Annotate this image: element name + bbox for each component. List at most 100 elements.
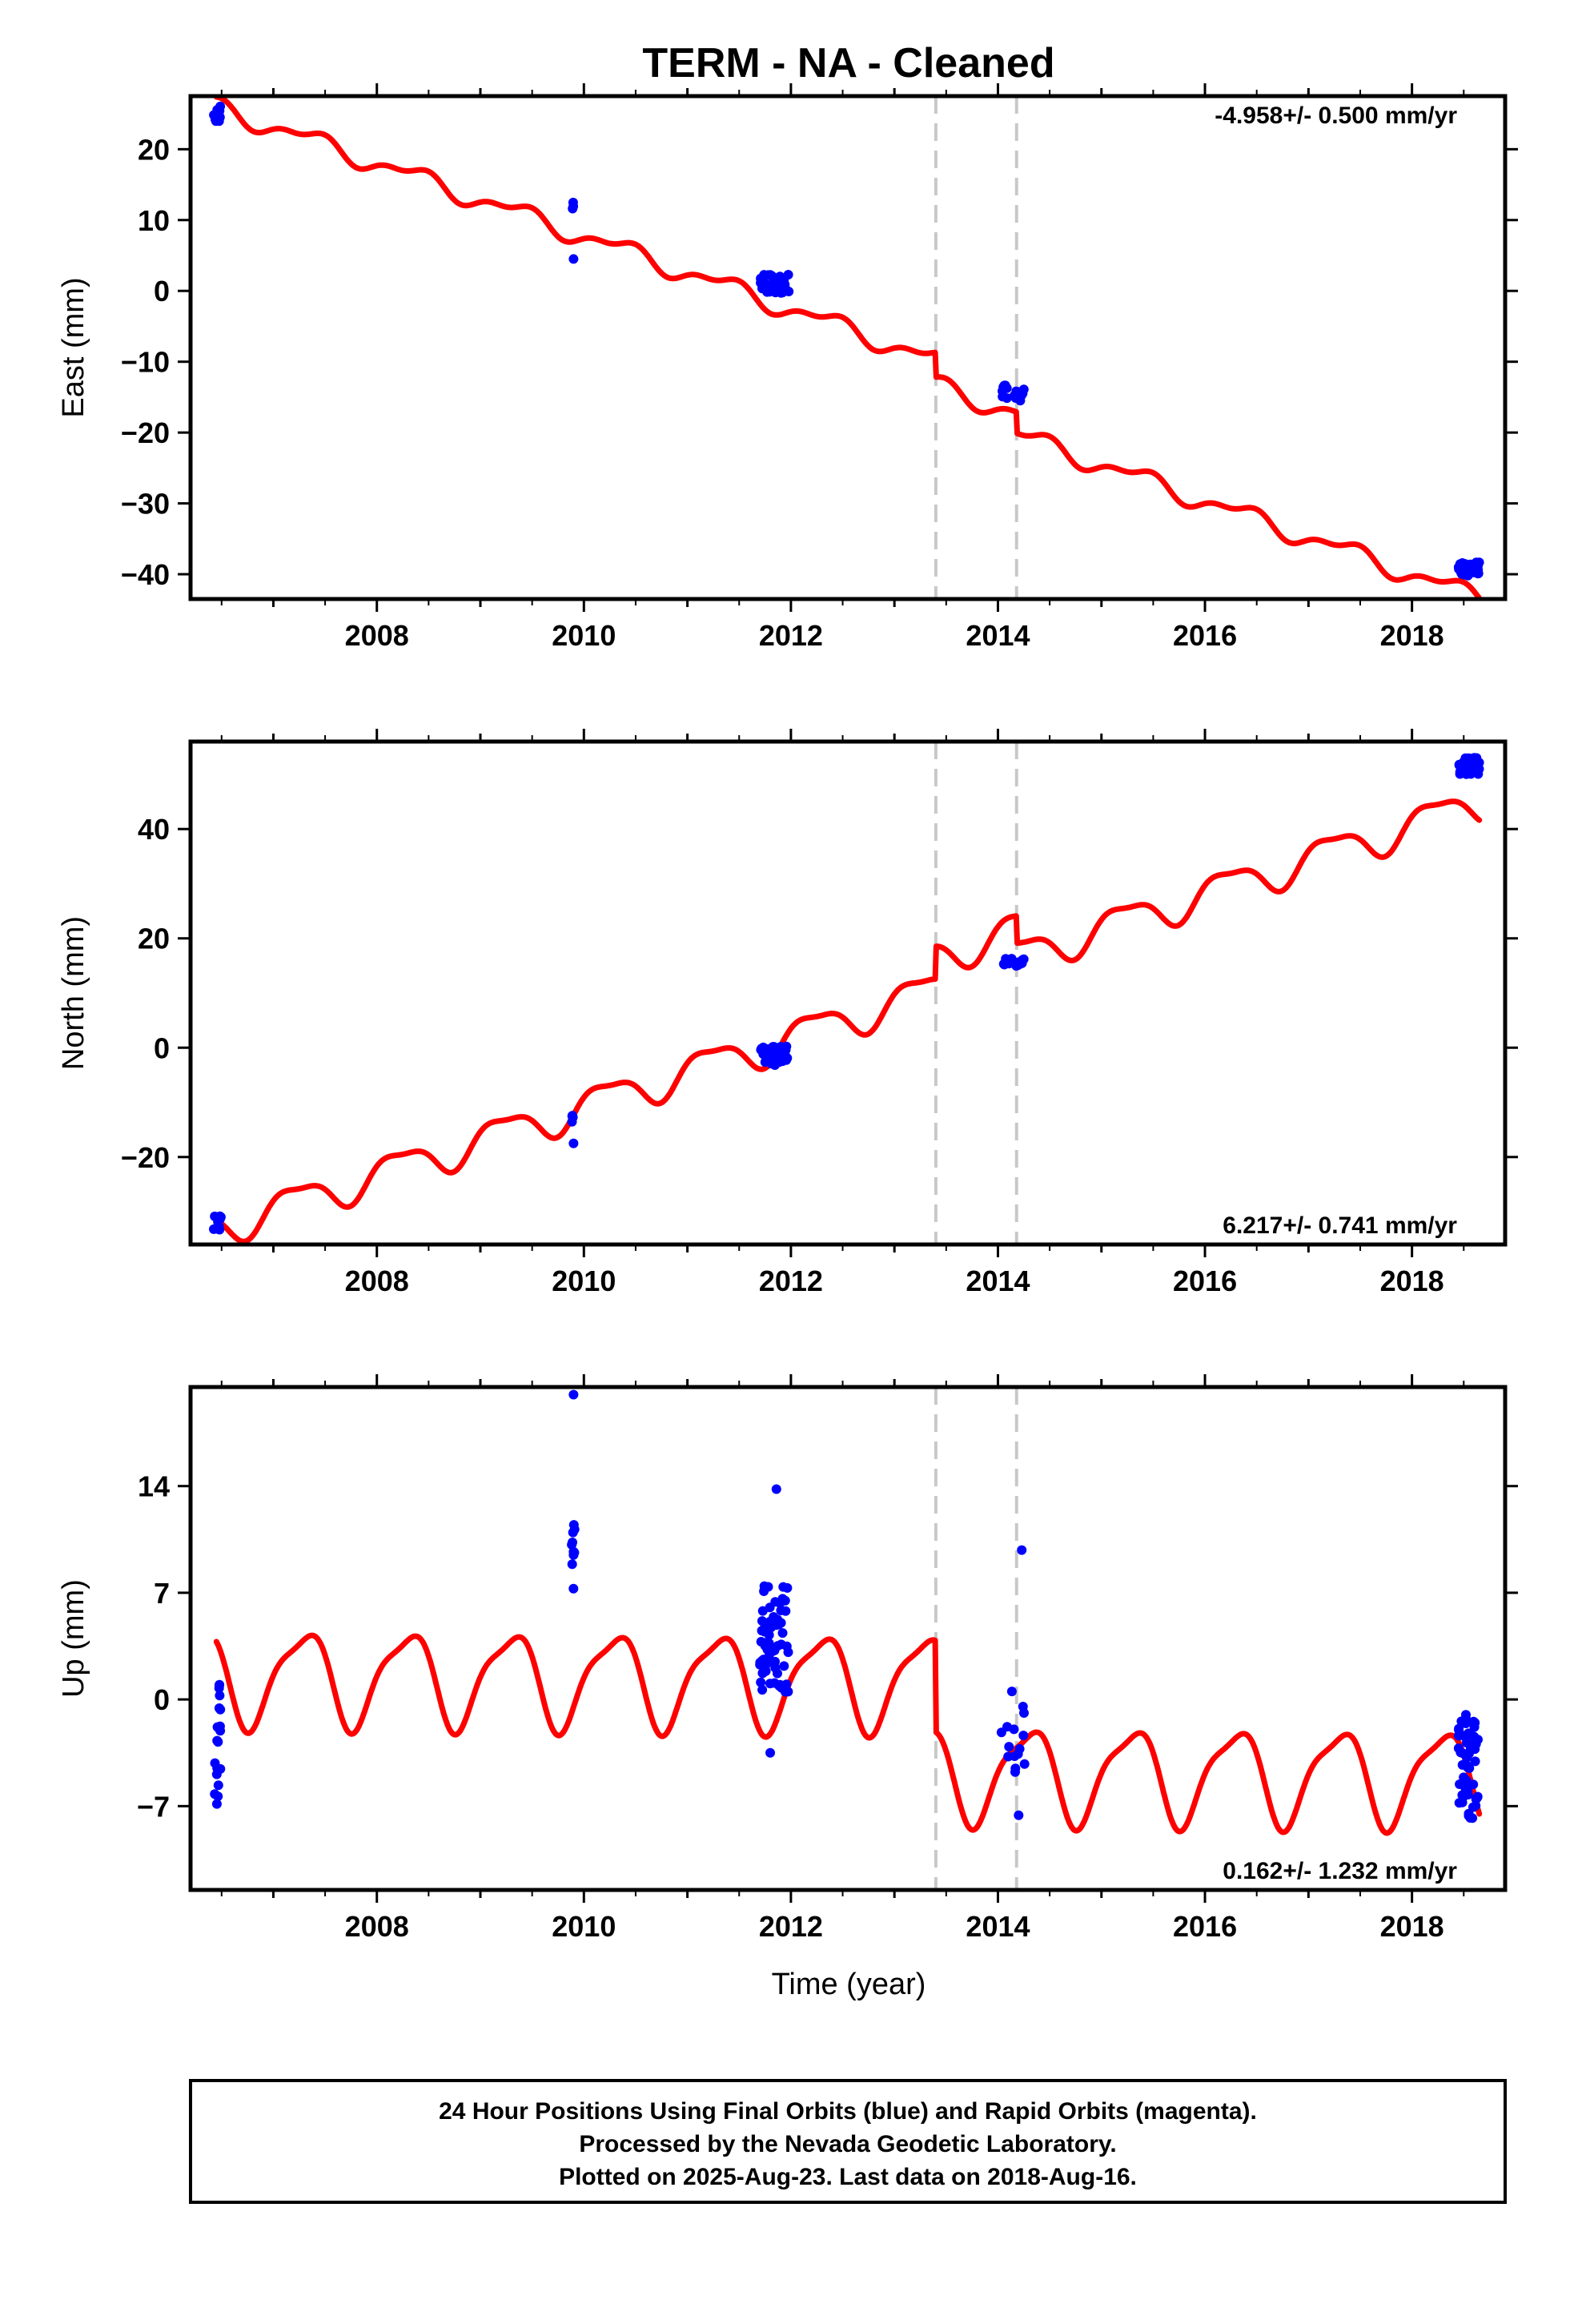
up-data-point (779, 1661, 789, 1671)
chart-title: TERM - NA - Cleaned (642, 40, 1054, 86)
up-data-point (757, 1606, 768, 1616)
up-data-point (1468, 1716, 1479, 1727)
up-data-point (781, 1679, 792, 1690)
up-data-point (1464, 1748, 1474, 1759)
north-data-point (1013, 957, 1023, 967)
up-data-point (210, 1789, 220, 1799)
north-y-axis-label: North (mm) (57, 916, 90, 1070)
north-data-point (568, 1138, 579, 1148)
east-plot-area (191, 96, 1505, 599)
up-x-tick-label: 2014 (966, 1910, 1030, 1943)
up-data-point (212, 1735, 223, 1746)
up-data-point (567, 1559, 577, 1570)
east-frame (188, 94, 1508, 601)
up-data-point (215, 1704, 226, 1715)
up-data-point (1006, 1687, 1017, 1697)
up-data-point (765, 1649, 775, 1659)
up-data-point (776, 1639, 786, 1650)
east-y-tick-label: 20 (138, 133, 170, 166)
north-x-tick-label: 2010 (552, 1265, 616, 1297)
up-rate-label: 0.162+/- 1.232 mm/yr (1223, 1858, 1457, 1884)
east-model-line (213, 94, 1483, 601)
up-y-tick-label: 14 (138, 1470, 170, 1503)
north-model-line (213, 798, 1483, 1244)
up-model-line (213, 1632, 1483, 1836)
up-data-point (1468, 1813, 1478, 1823)
north-frame (188, 739, 1508, 1247)
up-data-point (211, 1799, 222, 1809)
north-x-tick-label: 2018 (1380, 1265, 1444, 1297)
north-x-tick-label: 2008 (345, 1265, 409, 1297)
up-data-point (761, 1666, 771, 1676)
footer-box: 24 Hour Positions Using Final Orbits (bl… (189, 2079, 1507, 2204)
up-data-point (780, 1595, 790, 1606)
east-y-tick-label: −20 (121, 416, 170, 449)
up-data-point (215, 1691, 225, 1701)
up-y-tick-label: −7 (137, 1790, 170, 1823)
up-data-point (781, 1606, 791, 1616)
up-data-point (568, 1546, 579, 1557)
up-data-point (1004, 1742, 1014, 1752)
north-data-point (767, 1044, 777, 1055)
up-data-point (996, 1727, 1006, 1738)
east-data-point (1473, 569, 1484, 578)
up-data-point (1471, 1800, 1481, 1811)
east-y-tick-label: −10 (121, 346, 170, 379)
east-rate-label: -4.958+/- 0.500 mm/yr (1215, 103, 1457, 129)
up-data-point (568, 1583, 579, 1594)
up-data-point (757, 1685, 768, 1695)
north-data-point (1463, 759, 1473, 770)
north-data-point (1473, 769, 1484, 779)
east-data-point (568, 197, 578, 207)
up-data-point (212, 1763, 223, 1773)
north-data-point (773, 1056, 784, 1067)
east-data-point (568, 254, 579, 264)
east-y-tick-label: −40 (121, 558, 170, 591)
north-y-tick-label: 0 (154, 1031, 170, 1064)
up-data-point (765, 1747, 776, 1758)
up-data-point (1461, 1775, 1472, 1786)
east-data-point (757, 276, 767, 287)
up-x-tick-label: 2016 (1173, 1910, 1237, 1943)
north-x-tick-label: 2012 (759, 1265, 823, 1297)
east-data-point (998, 386, 1007, 396)
up-plot-area (191, 1387, 1505, 1890)
east-x-tick-label: 2014 (966, 619, 1030, 652)
up-data-point (1463, 1790, 1473, 1799)
up-x-tick-label: 2012 (759, 1910, 823, 1943)
up-data-point (215, 1721, 225, 1731)
east-x-tick-label: 2010 (552, 619, 616, 652)
up-data-point (1464, 1763, 1475, 1773)
up-data-point (780, 1687, 790, 1697)
east-y-tick-label: 10 (138, 204, 170, 237)
up-data-point (777, 1628, 788, 1638)
up-x-tick-label: 2018 (1380, 1910, 1444, 1943)
up-data-point (778, 1582, 789, 1592)
up-data-point (770, 1663, 781, 1673)
up-data-point (568, 1520, 579, 1530)
east-data-point (1002, 393, 1012, 404)
east-x-tick-label: 2008 (345, 619, 409, 652)
footer-line-3: Plotted on 2025-Aug-23. Last data on 201… (559, 2164, 1137, 2190)
east-y-tick-label: 0 (154, 275, 170, 308)
east-data-point (1011, 386, 1022, 396)
east-y-axis-label: East (mm) (57, 277, 90, 417)
up-data-point (759, 1586, 769, 1596)
up-data-point (1003, 1751, 1014, 1762)
up-data-point (759, 1623, 769, 1634)
east-data-point (1471, 560, 1480, 570)
up-panel: 2008 2010 2012 2014 2016 2018 14 7 0 −7 Up (mm) 0.1… (57, 1374, 1518, 1943)
up-y-axis-label: Up (mm) (57, 1579, 90, 1698)
up-data-point (1471, 1739, 1481, 1749)
north-data-point (758, 1042, 769, 1052)
up-data-point (1014, 1810, 1024, 1820)
north-panel: 2008 2010 2012 2014 2016 2018 40 20 0 −20 North (m… (57, 729, 1518, 1297)
east-data-point (1455, 565, 1465, 575)
up-data-point (1018, 1702, 1028, 1711)
north-data-point (568, 1112, 578, 1123)
up-data-point (1470, 1756, 1480, 1767)
north-data-point (780, 1050, 790, 1060)
north-data-point (215, 1211, 225, 1221)
east-data-point (212, 105, 223, 115)
